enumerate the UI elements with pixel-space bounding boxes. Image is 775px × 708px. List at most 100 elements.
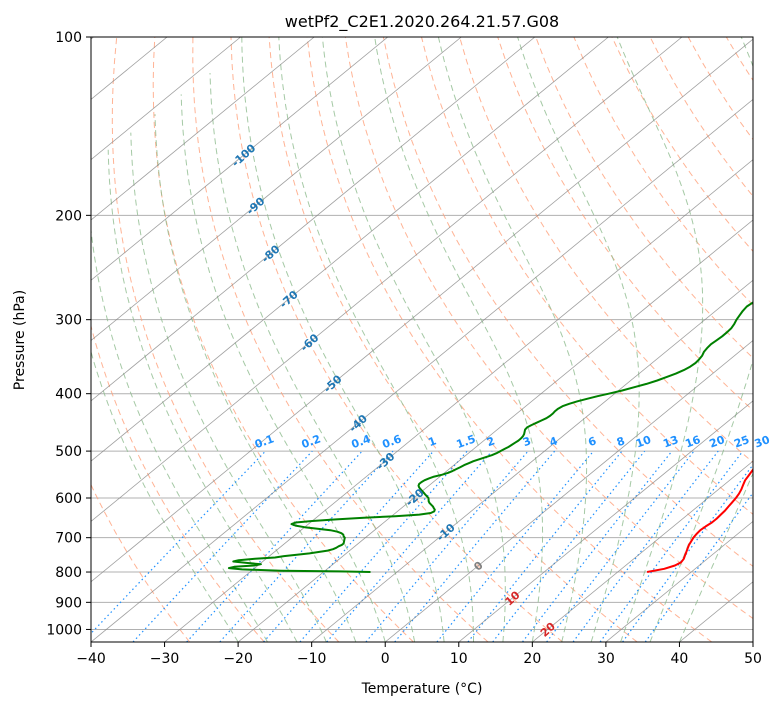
mixing-ratio-line	[326, 450, 493, 642]
dry-adiabat-line	[573, 37, 753, 306]
isotherm-line	[91, 37, 462, 342]
dry-adiabats	[91, 37, 753, 642]
plot-frame	[90, 36, 754, 643]
moist-adiabat-line	[154, 114, 357, 642]
chart-title: wetPf2_C2E1.2020.264.21.57.G08	[285, 12, 559, 32]
dry-adiabat-line	[497, 37, 753, 411]
x-tick-label: 50	[744, 651, 762, 667]
dry-adiabat-line	[192, 37, 489, 642]
mixing-ratio-label: 0.1	[253, 432, 276, 451]
sounding-series	[227, 301, 753, 573]
isotherm-line	[532, 460, 753, 642]
dry-adiabat-line	[230, 37, 563, 642]
x-tick-label: 20	[523, 651, 541, 667]
x-tick-label: −30	[150, 651, 180, 667]
dry-adiabat-line	[535, 37, 753, 359]
x-axis-title: Temperature (°C)	[361, 681, 483, 697]
mixing-ratio-label: 2	[485, 434, 497, 449]
mixing-ratio-label: 0.4	[350, 432, 373, 451]
isotherm-line	[384, 340, 753, 642]
y-tick-label: 500	[55, 444, 82, 460]
mixing-ratio-label: 36	[773, 433, 775, 451]
mixing-ratio-lines	[91, 450, 753, 642]
y-tick-label: 1000	[46, 622, 82, 638]
mixing-ratio-label: 10	[634, 433, 653, 451]
dry-adiabat-line	[306, 37, 713, 642]
isotherm-line	[164, 159, 753, 642]
dry-adiabat-line	[91, 324, 265, 642]
dry-adiabat-line	[344, 37, 753, 620]
isotherm-line	[91, 37, 315, 221]
mixing-ratio-line	[467, 450, 623, 642]
moist-adiabat-line	[241, 37, 445, 642]
moist-adiabat-line	[278, 37, 474, 642]
mixing-ratio-line	[91, 450, 266, 635]
moist-adiabat-line	[678, 472, 753, 642]
isotherm-line	[91, 37, 536, 402]
axis-ticks: −40 −30 −20 −10 0 10 20 30 40 5010020030040050060…	[46, 30, 762, 667]
moist-adiabat-line	[107, 149, 298, 642]
y-axis-title: Pressure (hPa)	[12, 290, 28, 390]
temperature-line	[646, 468, 753, 573]
dry-adiabat-line	[421, 37, 753, 515]
y-tick-label: 300	[55, 313, 82, 329]
y-tick-label: 800	[55, 565, 82, 581]
moist-adiabat-line	[209, 72, 416, 642]
y-tick-label: 700	[55, 531, 82, 547]
isotherm-line	[91, 37, 389, 281]
mixing-ratio-label: 3	[521, 434, 533, 449]
moist-adiabat-line	[616, 37, 704, 642]
mixing-ratio-label: 1.5	[455, 432, 478, 451]
plot-area	[91, 37, 753, 642]
isotherm-line	[458, 400, 753, 642]
y-tick-label: 100	[55, 30, 82, 46]
mixing-ratio-line	[572, 450, 719, 642]
moist-adiabat-line	[130, 132, 327, 642]
mixing-ratio-label: 4	[548, 434, 560, 449]
dry-adiabat-line	[459, 37, 753, 464]
dry-adiabat-line	[91, 483, 191, 642]
mixing-ratio-label: 13	[661, 433, 680, 450]
isotherm-line	[91, 37, 241, 161]
mixing-ratio-label: 1	[427, 434, 439, 449]
isotherm-line	[237, 219, 753, 642]
x-tick-label: −20	[223, 651, 253, 667]
mixing-ratio-label: 30	[753, 433, 772, 451]
isotherm-line	[91, 37, 609, 462]
y-tick-label: 400	[55, 387, 82, 403]
isotherm-line	[605, 520, 753, 642]
x-tick-label: 10	[450, 651, 468, 667]
mixing-ratio-line	[263, 450, 434, 642]
isotherms	[91, 37, 753, 642]
mixing-ratio-line	[299, 450, 468, 642]
x-tick-label: −40	[76, 651, 106, 667]
mixing-ratio-line	[132, 450, 313, 642]
mixing-ratio-label: 25	[732, 433, 751, 450]
moist-adiabat-line	[91, 226, 268, 642]
mixing-ratio-label: 16	[683, 433, 702, 451]
mixing-ratio-label: 0.6	[380, 432, 403, 451]
isotherm-line	[91, 37, 683, 522]
horizontal-gridlines	[91, 37, 753, 630]
x-tick-label: 40	[671, 651, 689, 667]
moist-adiabats	[91, 37, 753, 642]
isotherm-line	[311, 279, 753, 642]
y-tick-label: 200	[55, 208, 82, 224]
moist-adiabat-line	[180, 94, 386, 642]
moist-adiabat-line	[321, 37, 506, 642]
moist-adiabat-line	[437, 37, 588, 642]
mixing-ratio-label: 20	[708, 433, 727, 451]
x-tick-label: −10	[297, 651, 327, 667]
mixing-ratio-label: 0.2	[300, 432, 323, 451]
isotherm-line	[91, 38, 753, 583]
dewpoint-line	[227, 301, 753, 573]
moist-adiabat-line	[374, 37, 544, 642]
dry-adiabat-line	[111, 37, 340, 642]
x-tick-label: 30	[597, 651, 615, 667]
mixing-ratio-label: 8	[615, 434, 627, 449]
moist-adiabat-line	[517, 37, 640, 642]
y-tick-label: 600	[55, 491, 82, 507]
mixing-ratio-line	[219, 450, 394, 642]
